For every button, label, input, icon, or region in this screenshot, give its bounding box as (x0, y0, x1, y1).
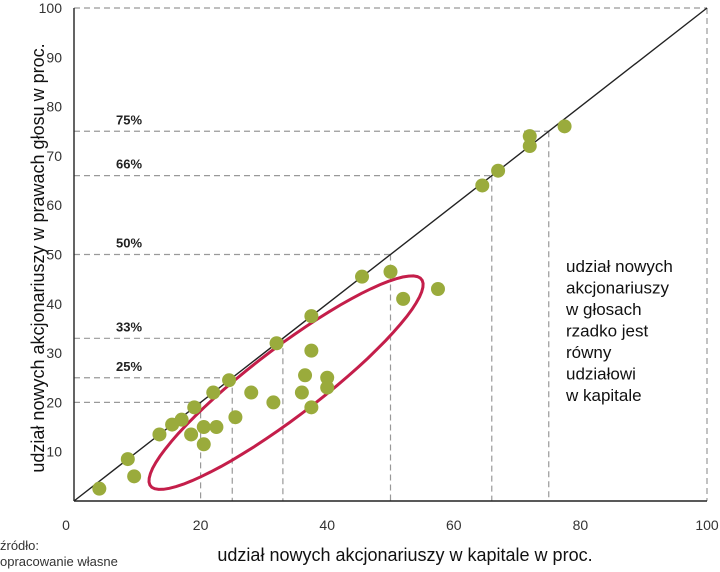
y-tick-label: 100 (39, 0, 63, 16)
y-tick-label: 90 (46, 49, 62, 65)
data-point (320, 370, 335, 385)
data-point (430, 282, 445, 297)
y-tick-label: 10 (46, 444, 62, 460)
data-point (522, 139, 537, 154)
y-tick-label: 30 (46, 345, 62, 361)
x-axis-title: udział nowych akcjonariuszy w kapitale w… (217, 545, 592, 565)
annotation-line: w głosach (565, 300, 642, 319)
data-point (120, 452, 135, 467)
threshold-label-50: 50% (116, 236, 142, 251)
y-tick-label: 20 (46, 394, 62, 410)
data-point (127, 469, 142, 484)
x-tick-label: 20 (193, 517, 209, 533)
data-point (557, 119, 572, 134)
x-tick-label: 100 (695, 517, 719, 533)
y-tick-labels: 10 20 30 40 50 60 70 80 90 100 (39, 0, 63, 460)
y-tick-label: 70 (46, 148, 62, 164)
data-point (320, 380, 335, 395)
y-tick-label: 40 (46, 296, 62, 312)
source-line: źródło: (0, 538, 39, 553)
data-point (196, 437, 211, 452)
y-tick-label: 50 (46, 247, 62, 263)
data-point (206, 385, 221, 400)
y-tick-label: 80 (46, 99, 62, 115)
data-point (475, 178, 490, 193)
threshold-lines: 75% 66% 50% 33% 25% (74, 7, 708, 501)
data-point (355, 269, 370, 284)
x-tick-label: 40 (319, 517, 335, 533)
data-point (184, 427, 199, 442)
x-tick-label: 60 (446, 517, 462, 533)
x-tick-labels: 0 20 40 60 80 100 (62, 517, 719, 533)
data-point (187, 400, 202, 415)
data-point (266, 395, 281, 410)
y-axis-title: udział nowych akcjonariuszy w prawach gł… (28, 43, 48, 472)
data-point (491, 163, 506, 178)
annotation-line: akcjonariuszy (566, 279, 669, 298)
data-point (304, 309, 319, 324)
source-note: źródło:opracowanie własne (0, 538, 118, 569)
data-point (92, 481, 107, 496)
data-point (196, 420, 211, 435)
data-points (92, 119, 572, 496)
annotation-line: udział nowych (566, 257, 673, 276)
data-point (209, 420, 224, 435)
data-point (228, 410, 243, 425)
x-tick-label: 80 (573, 517, 589, 533)
annotation-line: równy (566, 343, 612, 362)
data-point (222, 373, 237, 388)
threshold-label-75: 75% (116, 112, 142, 127)
data-point (304, 343, 319, 358)
annotation-line: udziałowi (566, 365, 636, 384)
annotation-text: udział nowych akcjonariuszy w głosach rzadk… (565, 257, 673, 405)
annotation-line: rzadko jest (566, 322, 648, 341)
y-tick-label: 60 (46, 197, 62, 213)
data-point (174, 412, 189, 427)
annotation-line: w kapitale (565, 386, 642, 405)
source-line: opracowanie własne (0, 554, 118, 569)
data-point (269, 336, 284, 351)
data-point (522, 129, 537, 144)
data-point (152, 427, 167, 442)
data-point (244, 385, 259, 400)
highlight-ellipse (147, 274, 425, 491)
x-tick-label: 0 (62, 517, 70, 533)
data-point (298, 368, 313, 383)
data-point (396, 291, 411, 306)
data-point (383, 264, 398, 279)
threshold-label-25: 25% (116, 359, 142, 374)
data-point (304, 400, 319, 415)
threshold-label-66: 66% (116, 157, 142, 172)
data-point (294, 385, 309, 400)
threshold-label-33: 33% (116, 319, 142, 334)
